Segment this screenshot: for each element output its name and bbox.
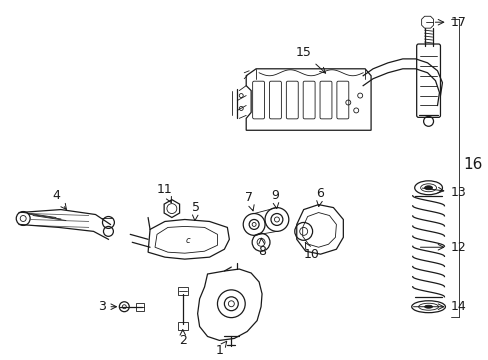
Text: 5: 5 xyxy=(191,201,199,221)
Text: 12: 12 xyxy=(420,241,465,254)
Text: 11: 11 xyxy=(157,183,172,203)
Ellipse shape xyxy=(424,186,432,190)
Text: 10: 10 xyxy=(303,242,319,261)
Text: 7: 7 xyxy=(244,191,254,211)
Text: 16: 16 xyxy=(462,157,482,172)
Text: 1: 1 xyxy=(215,341,226,357)
Text: 15: 15 xyxy=(295,46,325,73)
Text: 9: 9 xyxy=(270,189,278,208)
Text: 14: 14 xyxy=(413,300,465,313)
Text: 2: 2 xyxy=(179,330,186,347)
Ellipse shape xyxy=(424,305,432,308)
Text: 4: 4 xyxy=(52,189,66,210)
Text: 3: 3 xyxy=(98,300,116,313)
Text: 6: 6 xyxy=(316,187,324,207)
Text: 13: 13 xyxy=(422,186,465,199)
Text: c: c xyxy=(185,236,190,245)
Text: 17: 17 xyxy=(434,16,465,29)
Text: 8: 8 xyxy=(258,238,265,258)
